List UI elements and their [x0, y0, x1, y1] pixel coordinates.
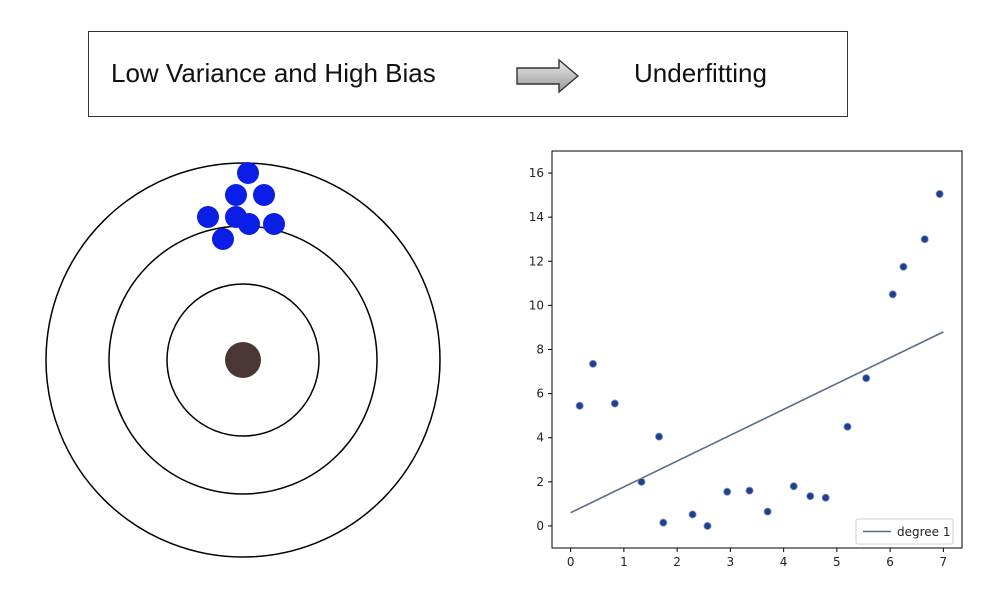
y-tick-label: 6: [536, 387, 544, 401]
x-axis-ticks: 0 1 2 3 4 5 6 7: [567, 548, 947, 569]
data-point: [611, 400, 618, 407]
y-axis-ticks: 0 2 4 6 8 10 12 14 16: [529, 166, 552, 533]
data-point: [660, 519, 667, 526]
data-point: [790, 483, 797, 490]
y-tick-label: 10: [529, 298, 544, 312]
data-point: [936, 190, 943, 197]
data-point: [822, 494, 829, 501]
low-variance-high-bias-label: Low Variance and High Bias: [111, 58, 436, 89]
prediction-dot: [263, 213, 285, 235]
x-tick-label: 1: [620, 555, 628, 569]
data-point: [589, 360, 596, 367]
data-point: [807, 493, 814, 500]
data-point: [889, 291, 896, 298]
x-tick-label: 3: [727, 555, 735, 569]
y-tick-label: 4: [536, 431, 544, 445]
right-arrow-icon: [515, 58, 581, 94]
data-point: [576, 402, 583, 409]
x-tick-label: 6: [886, 555, 894, 569]
x-tick-label: 4: [780, 555, 788, 569]
bullseye: [225, 342, 261, 378]
y-tick-label: 12: [529, 254, 544, 268]
prediction-dot-cluster: [197, 162, 285, 250]
data-point: [746, 487, 753, 494]
prediction-dot: [238, 213, 260, 235]
bias-variance-target: [0, 130, 490, 600]
legend-label: degree 1: [897, 525, 951, 539]
data-point: [921, 236, 928, 243]
data-point: [724, 488, 731, 495]
underfitting-label: Underfitting: [634, 58, 767, 89]
data-point: [689, 511, 696, 518]
x-tick-label: 7: [940, 555, 948, 569]
prediction-dot: [237, 162, 259, 184]
x-tick-label: 5: [833, 555, 841, 569]
prediction-dot: [212, 228, 234, 250]
data-point: [863, 375, 870, 382]
x-tick-label: 0: [567, 555, 575, 569]
data-point: [638, 478, 645, 485]
x-tick-label: 2: [673, 555, 681, 569]
data-point: [655, 433, 662, 440]
y-tick-label: 14: [529, 210, 544, 224]
data-point: [900, 263, 907, 270]
prediction-dot: [197, 206, 219, 228]
y-tick-label: 0: [536, 519, 544, 533]
data-point: [704, 522, 711, 529]
plot-frame: [552, 151, 962, 548]
y-tick-label: 16: [529, 166, 544, 180]
prediction-dot: [225, 184, 247, 206]
y-tick-label: 2: [536, 475, 544, 489]
data-point: [764, 508, 771, 515]
legend: degree 1: [856, 519, 953, 544]
prediction-dot: [253, 184, 275, 206]
y-tick-label: 8: [536, 343, 544, 357]
title-box: Low Variance and High Bias Underfitting: [88, 31, 848, 117]
data-point: [844, 423, 851, 430]
